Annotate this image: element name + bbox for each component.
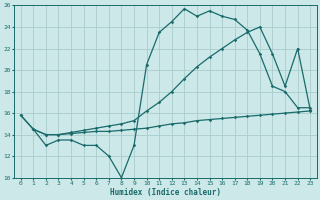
- X-axis label: Humidex (Indice chaleur): Humidex (Indice chaleur): [110, 188, 221, 197]
